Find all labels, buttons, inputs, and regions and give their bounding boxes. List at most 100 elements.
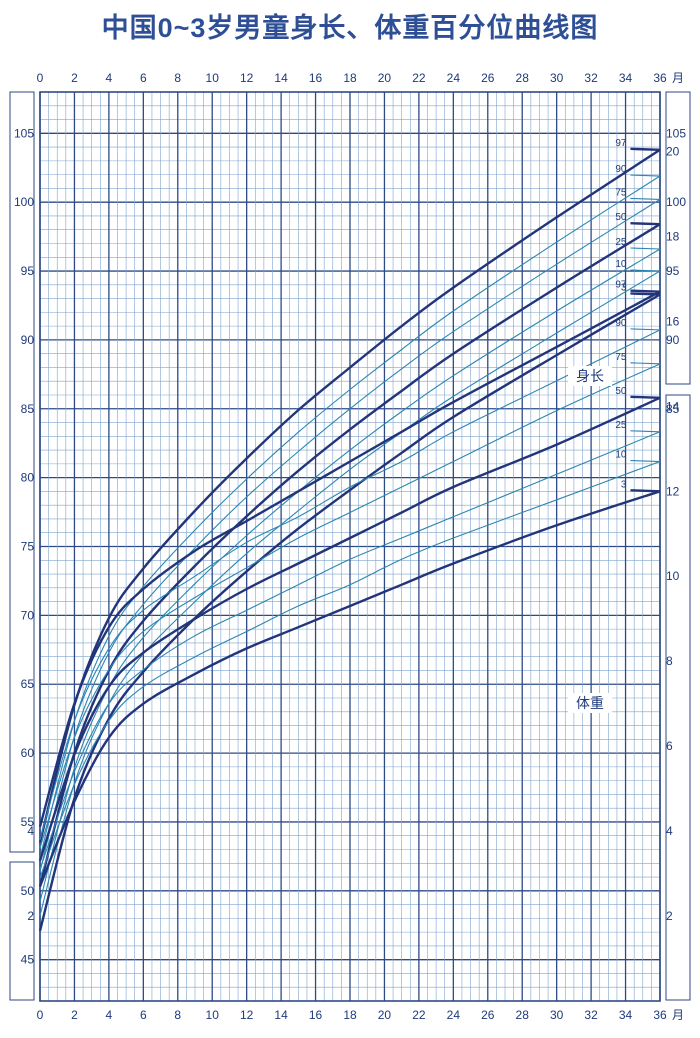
weight-section-label: 体重 (576, 696, 604, 712)
x-tick-label-bottom: 16 (309, 1008, 323, 1022)
plot-frame (39, 91, 661, 1002)
x-tick-label-top: 8 (174, 71, 181, 85)
length-tick-label-left: 90 (21, 333, 35, 347)
length-percentile-label-p50: 50 (615, 212, 627, 223)
x-tick-label-top: 18 (343, 71, 357, 85)
weight-tick-label-right: 6 (666, 739, 673, 753)
x-tick-label-bottom: 34 (619, 1008, 633, 1022)
x-tick-label-bottom: 10 (206, 1008, 220, 1022)
weight-curve-p90 (39, 329, 661, 840)
length-tick-label-right: 105 (666, 126, 686, 140)
weight-curve-tail-p10 (630, 459, 661, 463)
x-tick-label-bottom: 30 (550, 1008, 564, 1022)
weight-tick-label-right: 12 (666, 484, 680, 498)
x-tick-label-top: 12 (240, 71, 254, 85)
left-weight-axis-box (9, 861, 35, 1001)
weight-tick-label-right: 8 (666, 654, 673, 668)
x-tick-label-top: 2 (71, 71, 78, 85)
x-tick-label-bottom: 18 (343, 1008, 357, 1022)
weight-curve-p50 (38, 396, 661, 862)
x-tick-label-bottom: 36 (653, 1008, 667, 1022)
length-tick-label-right: 85 (666, 402, 680, 416)
length-curve-tail-p75 (630, 197, 661, 200)
x-tick-label-top: 28 (516, 71, 530, 85)
weight-section-label-bg (568, 693, 612, 713)
x-tick-label-top: 30 (550, 71, 564, 85)
length-tick-label-left: 75 (21, 540, 35, 554)
tick-labels: 0022446688101012121414161618182020222224… (14, 71, 686, 1022)
weight-tick-label-left: 2 (27, 909, 34, 923)
right-weight-axis-box (665, 394, 691, 1001)
x-tick-label-bottom: 24 (447, 1008, 461, 1022)
chart-title: 中国0~3岁男童身长、体重百分位曲线图 (101, 13, 599, 43)
weight-tick-label-right: 10 (666, 569, 680, 583)
x-tick-label-top: 10 (206, 71, 220, 85)
weight-tick-label-left: 4 (27, 824, 34, 838)
weight-percentile-label-p10: 10 (615, 450, 627, 461)
length-percentile-label-p10: 10 (615, 259, 627, 270)
x-tick-label-bottom: 28 (516, 1008, 530, 1022)
x-tick-label-bottom: 22 (412, 1008, 426, 1022)
x-tick-label-bottom: 0 (37, 1008, 44, 1022)
weight-percentile-label-p90: 90 (615, 318, 627, 329)
weight-curve-tail-p75 (630, 362, 661, 365)
length-tick-label-right: 90 (666, 333, 680, 347)
grid (9, 91, 691, 1002)
length-curve-p97 (38, 148, 661, 843)
weight-percentile-label-p75: 75 (615, 352, 627, 363)
length-curve-p10 (39, 270, 661, 916)
weight-curve-p3 (38, 490, 661, 887)
x-tick-label-bottom: 14 (274, 1008, 288, 1022)
length-curve-p90 (39, 175, 661, 858)
x-unit-label-top: 月 (672, 71, 684, 85)
x-tick-label-top: 22 (412, 71, 426, 85)
length-curve-tail-p10 (630, 269, 661, 272)
weight-curve-p75 (39, 363, 661, 849)
length-percentile-label-p75: 75 (615, 187, 627, 198)
x-tick-label-bottom: 26 (481, 1008, 495, 1022)
length-tick-label-left: 45 (21, 953, 35, 967)
weight-percentile-label-p50: 50 (615, 386, 627, 397)
weight-curve-p97 (38, 290, 661, 828)
x-tick-label-top: 34 (619, 71, 633, 85)
weight-curve-tail-p25 (630, 430, 661, 433)
x-tick-label-top: 16 (309, 71, 323, 85)
length-tick-label-left: 100 (14, 195, 34, 209)
left-length-axis-box (9, 91, 35, 853)
x-tick-label-bottom: 12 (240, 1008, 254, 1022)
length-tick-label-left: 95 (21, 264, 35, 278)
x-tick-label-bottom: 2 (71, 1008, 78, 1022)
length-section-label-bg (568, 366, 612, 386)
x-tick-label-bottom: 32 (584, 1008, 598, 1022)
x-tick-label-bottom: 20 (378, 1008, 392, 1022)
length-percentile-label-p90: 90 (615, 164, 627, 175)
length-curve-tail-p25 (630, 247, 661, 250)
length-curve-tail-p90 (630, 174, 661, 177)
length-section-label: 身长 (576, 369, 604, 385)
x-tick-label-top: 26 (481, 71, 495, 85)
x-unit-label-bottom: 月 (672, 1008, 684, 1022)
weight-curve-tail-p3 (630, 489, 661, 493)
x-tick-label-top: 6 (140, 71, 147, 85)
weight-curve-tail-p50 (630, 395, 661, 400)
length-curve-p75 (39, 198, 661, 872)
x-tick-label-top: 14 (274, 71, 288, 85)
length-curve-tail-p97 (630, 147, 661, 152)
right-length-axis-box (665, 91, 691, 385)
weight-percentile-label-p25: 25 (615, 420, 627, 431)
weight-tick-label-right: 4 (666, 824, 673, 838)
length-tick-label-right: 95 (666, 264, 680, 278)
length-tick-label-left: 105 (14, 126, 34, 140)
x-tick-label-top: 20 (378, 71, 392, 85)
weight-tick-label-right: 18 (666, 229, 680, 243)
x-tick-label-bottom: 6 (140, 1008, 147, 1022)
x-tick-label-top: 0 (37, 71, 44, 85)
weight-tick-label-right: 14 (666, 399, 680, 413)
weight-percentile-label-p97: 97 (615, 280, 627, 291)
percentile-curves (38, 147, 661, 932)
x-tick-label-bottom: 8 (174, 1008, 181, 1022)
length-percentile-label-p97: 97 (615, 138, 627, 149)
weight-curve-tail-p97 (630, 289, 661, 293)
x-tick-label-top: 24 (447, 71, 461, 85)
